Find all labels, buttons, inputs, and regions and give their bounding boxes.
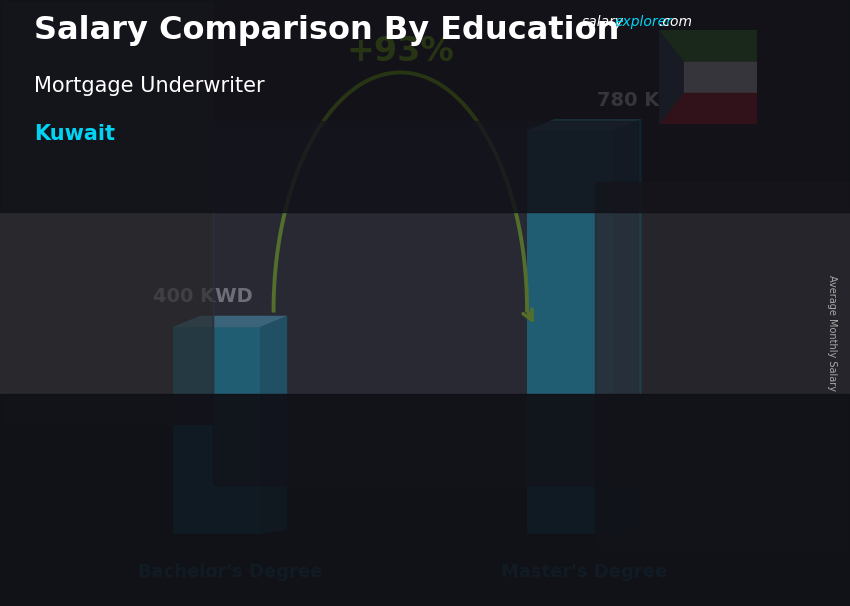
Polygon shape [615,119,642,534]
Polygon shape [260,316,287,534]
Text: .com: .com [658,15,692,29]
Text: Salary Comparison By Education: Salary Comparison By Education [34,15,620,46]
Bar [659,62,756,93]
Text: Master's Degree: Master's Degree [502,563,667,581]
Text: +93%: +93% [347,35,454,68]
Polygon shape [173,316,287,327]
Text: Kuwait: Kuwait [34,124,115,144]
Text: Average Monthly Salary: Average Monthly Salary [827,275,837,391]
Polygon shape [527,119,642,130]
Bar [527,130,615,534]
Text: salary: salary [582,15,625,29]
Text: Mortgage Underwriter: Mortgage Underwriter [34,76,264,96]
Bar [659,30,756,62]
Text: 400 KWD: 400 KWD [153,287,252,307]
Bar [173,327,260,534]
Polygon shape [659,30,683,124]
Text: explorer: explorer [615,15,672,29]
Text: Bachelor's Degree: Bachelor's Degree [138,563,322,581]
Text: 780 KWD: 780 KWD [597,91,697,110]
Bar [659,93,756,124]
